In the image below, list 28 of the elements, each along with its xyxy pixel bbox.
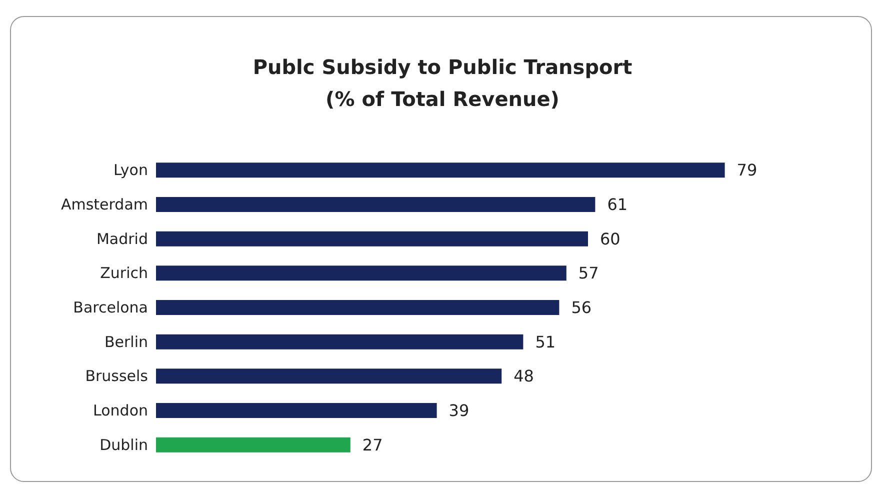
data-label: 39 bbox=[448, 401, 470, 420]
bar bbox=[156, 162, 725, 178]
y-tick-label: London bbox=[93, 402, 148, 420]
data-label: 48 bbox=[514, 366, 534, 386]
bar bbox=[156, 231, 588, 246]
y-tick-label: Barcelona bbox=[73, 298, 148, 316]
y-tick-label: Berlin bbox=[104, 332, 148, 351]
y-tick-label: Madrid bbox=[96, 230, 148, 248]
data-label: 56 bbox=[571, 298, 592, 317]
data-label: 51 bbox=[535, 332, 556, 352]
data-label: 57 bbox=[578, 264, 599, 283]
data-label: 60 bbox=[600, 229, 620, 248]
data-label: 79 bbox=[736, 160, 758, 180]
data-label: 27 bbox=[362, 435, 383, 454]
bar bbox=[156, 403, 437, 418]
data-label: 61 bbox=[607, 195, 628, 214]
bar bbox=[156, 266, 566, 281]
bar bbox=[156, 368, 502, 384]
bar bbox=[156, 197, 596, 212]
y-tick-label: Dublin bbox=[100, 436, 148, 454]
bar bbox=[156, 334, 524, 350]
y-tick-label: Lyon bbox=[113, 161, 148, 180]
y-tick-label: Brussels bbox=[85, 367, 148, 386]
bar bbox=[156, 300, 560, 315]
y-tick-label: Zurich bbox=[100, 264, 148, 282]
chart-title: Publc Subsidy to Public Transport (% of Total Revenue) bbox=[252, 55, 633, 111]
y-tick-label: Amsterdam bbox=[60, 196, 148, 214]
bar bbox=[156, 437, 350, 452]
